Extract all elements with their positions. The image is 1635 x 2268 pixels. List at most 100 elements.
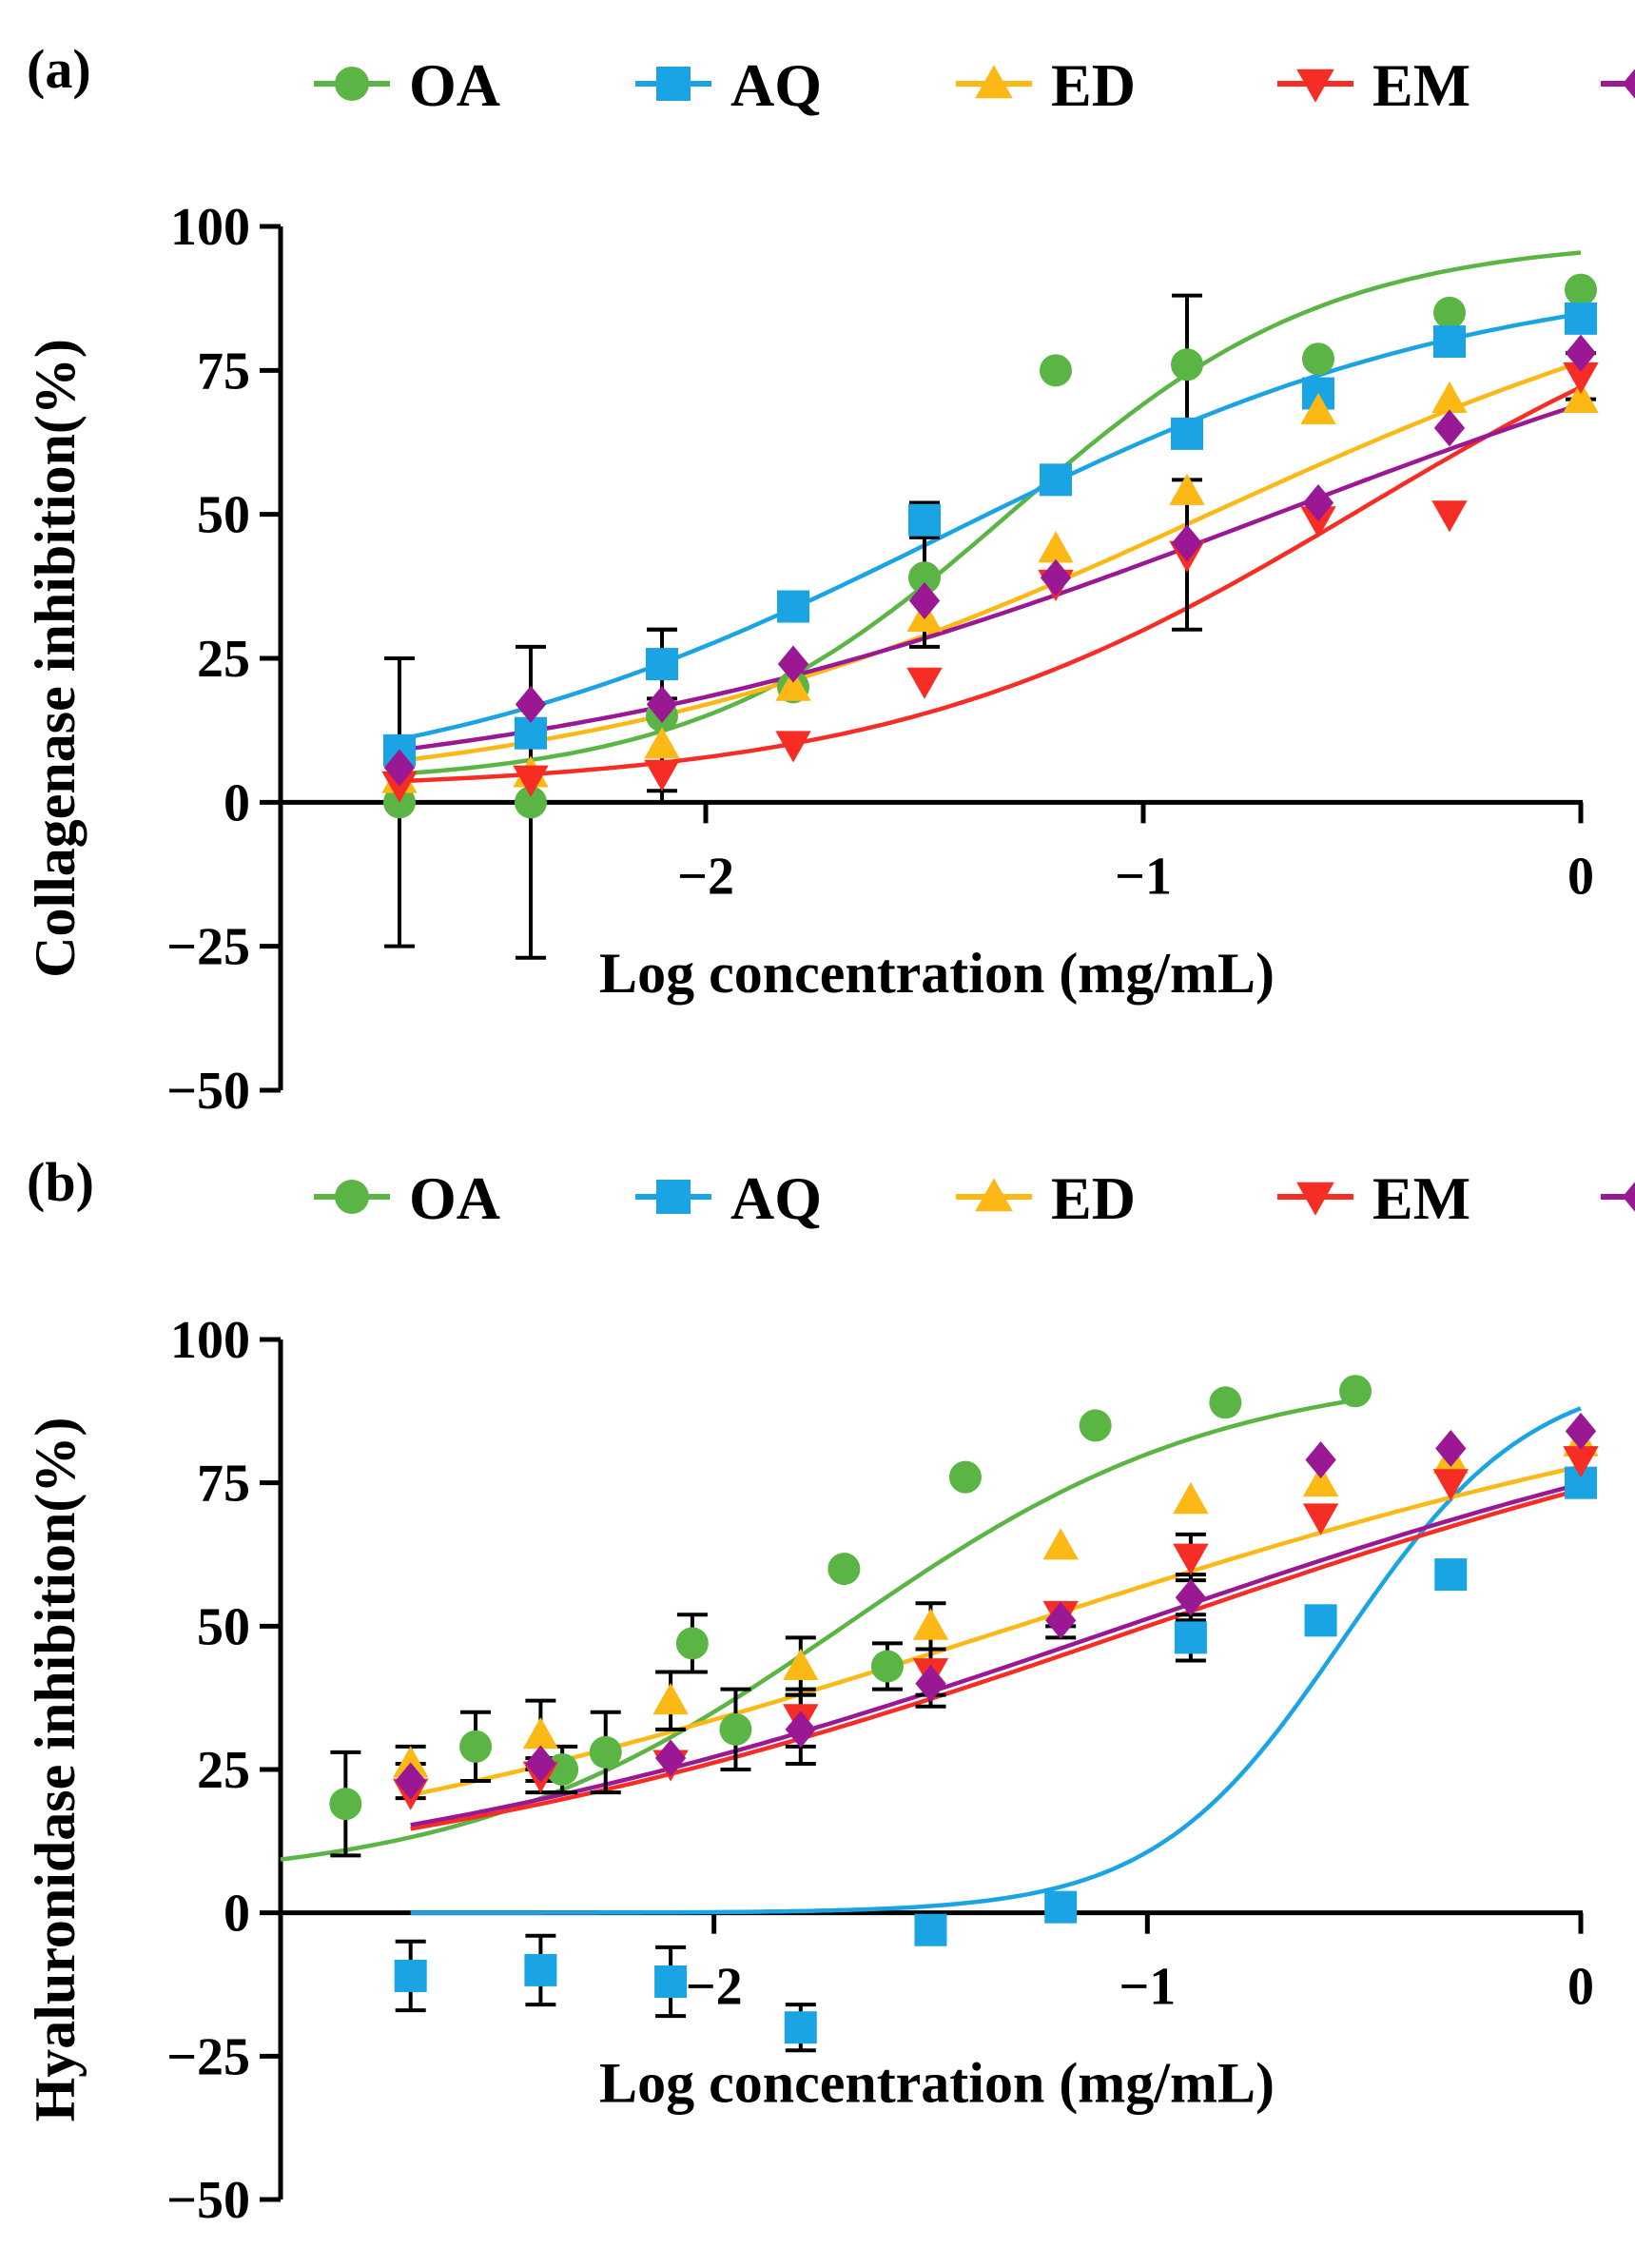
data-point-aq bbox=[1044, 1890, 1078, 1924]
fit-curve-hx bbox=[410, 1481, 1582, 1828]
y-tick-label: −25 bbox=[166, 2027, 250, 2086]
data-point-ed bbox=[1300, 393, 1336, 425]
data-point-aq bbox=[1304, 1604, 1337, 1637]
legend-marker-aq bbox=[656, 67, 691, 101]
data-point-hx bbox=[1565, 1412, 1597, 1450]
data-point-ed bbox=[1173, 1482, 1209, 1515]
data-point-hx bbox=[646, 685, 678, 723]
y-axis-title: Hyaluronidase inhibition(%) bbox=[24, 1418, 87, 2122]
data-point-oa bbox=[1171, 348, 1203, 381]
x-tick-label: −2 bbox=[686, 1958, 743, 2017]
data-point-aq bbox=[1040, 463, 1072, 497]
legend-marker-aq bbox=[656, 1180, 691, 1214]
fit-curve-oa bbox=[399, 250, 1582, 776]
legend-label-ed: ED bbox=[1051, 1164, 1136, 1232]
legend-marker-hx bbox=[1622, 68, 1635, 99]
data-point-ed bbox=[783, 1648, 819, 1680]
legend-marker-ed bbox=[975, 65, 1013, 99]
fit-curve-ed bbox=[410, 1464, 1582, 1798]
legend-label-aq: AQ bbox=[730, 1164, 822, 1232]
data-point-hx bbox=[1040, 558, 1072, 596]
data-point-aq bbox=[1433, 325, 1466, 359]
x-tick-label: −1 bbox=[1115, 847, 1172, 906]
legend-1: OAAQEDEMHX bbox=[314, 1164, 1635, 1232]
data-point-em bbox=[644, 759, 680, 792]
y-tick-label: 0 bbox=[224, 1885, 250, 1944]
legend-label-em: EM bbox=[1372, 1164, 1470, 1232]
data-point-ed bbox=[1038, 531, 1074, 563]
data-point-oa bbox=[1302, 342, 1334, 376]
fit-curve-oa bbox=[280, 1398, 1356, 1862]
data-point-ed bbox=[912, 1608, 949, 1640]
data-point-aq bbox=[777, 590, 809, 623]
legend-marker-em bbox=[1296, 68, 1334, 103]
data-point-hx bbox=[654, 1739, 687, 1777]
x-axis-title: Log concentration (mg/mL) bbox=[599, 2051, 1275, 2114]
data-point-em bbox=[906, 667, 943, 699]
data-point-oa bbox=[1433, 296, 1466, 329]
data-point-hx bbox=[915, 1665, 946, 1703]
panel-b: (b) 100 75 50 25 0 −25 −50 −2 −1 0 Log concentratio… bbox=[24, 1151, 1599, 2230]
data-point-oa bbox=[827, 1553, 861, 1586]
x-tick-label: 0 bbox=[1567, 847, 1594, 906]
panel-label: (b) bbox=[27, 1151, 94, 1213]
data-point-hx bbox=[383, 749, 416, 787]
y-tick-label: 100 bbox=[170, 198, 250, 257]
y-tick-label: 50 bbox=[197, 1597, 250, 1656]
y-tick-label: 25 bbox=[197, 1741, 250, 1800]
data-point-oa bbox=[1565, 273, 1597, 306]
panel-label: (a) bbox=[27, 38, 91, 100]
data-point-em bbox=[381, 771, 418, 803]
data-point-hx bbox=[1565, 334, 1597, 372]
data-point-aq bbox=[394, 1959, 427, 1992]
data-point-aq bbox=[1434, 1558, 1468, 1592]
y-tick-label: 75 bbox=[197, 1455, 250, 1514]
data-point-ed bbox=[1169, 473, 1205, 505]
y-axis-title: Collagenase inhibition(%) bbox=[24, 339, 87, 978]
data-point-hx bbox=[785, 1711, 816, 1749]
data-point-oa bbox=[1079, 1409, 1112, 1442]
data-point-hx bbox=[1302, 484, 1334, 522]
fit-curve-aq bbox=[410, 1406, 1582, 1915]
y-tick-label: 25 bbox=[197, 630, 250, 689]
data-point-em bbox=[775, 731, 811, 763]
legend-marker-oa bbox=[335, 67, 369, 101]
data-point-hx bbox=[395, 1762, 426, 1800]
data-point-oa bbox=[948, 1460, 982, 1494]
data-point-ed bbox=[1302, 1464, 1339, 1497]
data-point-hx bbox=[1433, 409, 1466, 447]
data-point-ed bbox=[652, 1682, 689, 1715]
fit-curve-em bbox=[399, 384, 1582, 784]
data-point-ed bbox=[644, 727, 680, 759]
data-point-hx bbox=[1171, 524, 1203, 562]
data-point-oa bbox=[870, 1650, 904, 1683]
legend-label-oa: OA bbox=[409, 51, 500, 119]
data-point-aq bbox=[784, 2011, 817, 2044]
data-point-oa bbox=[1209, 1386, 1242, 1419]
legend-marker-em bbox=[1296, 1182, 1334, 1216]
legend-marker-ed bbox=[975, 1178, 1013, 1212]
data-point-aq bbox=[1565, 302, 1597, 335]
legend-label-aq: AQ bbox=[730, 51, 822, 119]
fit-curve-aq bbox=[399, 311, 1582, 742]
data-point-ed bbox=[522, 1717, 559, 1750]
data-point-oa bbox=[1040, 354, 1072, 387]
data-point-ed bbox=[775, 669, 811, 701]
x-tick-label: −1 bbox=[1119, 1958, 1176, 2017]
data-point-oa bbox=[329, 1788, 362, 1821]
fit-curve-hx bbox=[399, 401, 1582, 753]
y-tick-label: 50 bbox=[197, 486, 250, 545]
data-point-hx bbox=[1175, 1578, 1207, 1616]
data-point-em bbox=[1173, 1543, 1209, 1575]
legend-label-oa: OA bbox=[409, 1164, 500, 1232]
y-tick-label: −25 bbox=[166, 918, 250, 977]
data-point-ed bbox=[393, 1746, 429, 1778]
legend-marker-hx bbox=[1622, 1182, 1635, 1212]
data-point-oa bbox=[1339, 1375, 1372, 1408]
data-point-em bbox=[513, 765, 549, 797]
data-point-aq bbox=[654, 1965, 688, 1998]
data-point-hx bbox=[525, 1745, 556, 1783]
legend-0: OAAQEDEMHX bbox=[314, 51, 1635, 119]
y-tick-label: −50 bbox=[166, 1062, 250, 1121]
